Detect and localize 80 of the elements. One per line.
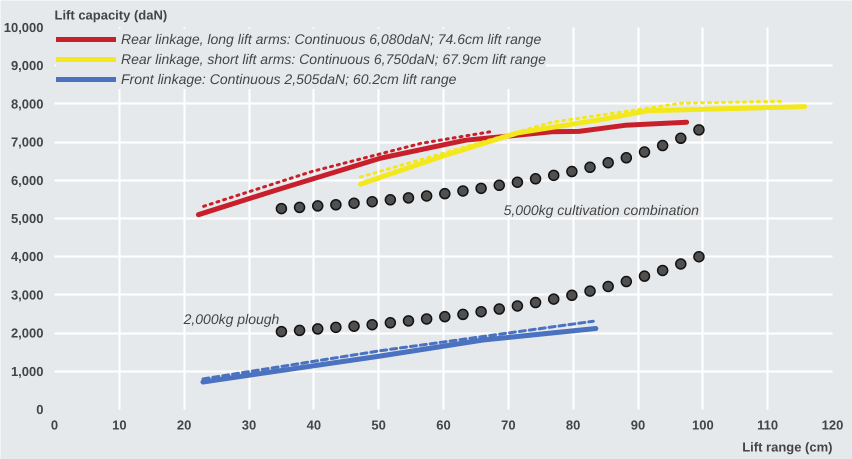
y-tick-label: 10,000 — [4, 20, 44, 35]
point — [402, 192, 414, 204]
point — [675, 132, 687, 144]
point — [475, 306, 487, 318]
y-tick-label: 2,000 — [10, 326, 44, 341]
x-tick-label: 90 — [630, 418, 646, 432]
point — [494, 180, 506, 192]
point — [439, 310, 451, 322]
y-tick-label: 9,000 — [10, 58, 44, 74]
point — [384, 317, 396, 329]
point — [276, 202, 288, 214]
point — [420, 190, 432, 202]
point — [294, 324, 306, 336]
point — [620, 276, 632, 288]
point — [475, 182, 487, 194]
y-tick-label: 8,000 — [10, 96, 44, 112]
x-tick-label: 70 — [501, 418, 516, 432]
y-tick-label: 7,000 — [10, 134, 44, 150]
legend-label: Rear linkage, short lift arms: Continuous 6,750daN; 67.9cm lift range — [121, 51, 546, 67]
y-tick-label: 4,000 — [10, 249, 44, 264]
legend-label: Front linkage: Continuous 2,505daN; 60.2cm lift range — [121, 71, 456, 87]
y-tick-label: 3,000 — [10, 287, 44, 302]
series-label: 2,000kg plough — [182, 310, 280, 327]
point — [693, 250, 705, 262]
point — [494, 303, 506, 315]
x-tick-label: 40 — [306, 418, 322, 432]
x-tick-label: 20 — [176, 418, 192, 432]
point — [366, 318, 378, 330]
point — [384, 194, 396, 206]
x-tick-label: 30 — [242, 418, 256, 432]
x-axis-title: Lift range (cm) — [742, 440, 833, 454]
point — [348, 197, 360, 209]
x-tick-label: 120 — [822, 418, 844, 432]
point — [512, 176, 524, 188]
point — [330, 199, 342, 210]
point — [330, 322, 342, 334]
point — [294, 202, 306, 214]
point — [530, 173, 542, 185]
x-tick-label: 60 — [436, 418, 451, 432]
y-tick-label: 5,000 — [10, 211, 44, 226]
point — [584, 285, 596, 297]
point — [348, 320, 360, 332]
point — [620, 152, 632, 164]
point — [439, 188, 451, 200]
point — [584, 162, 596, 174]
point — [312, 200, 324, 212]
legend-label: Rear linkage, long lift arms: Continuous 6,080daN; 74.6cm lift range — [121, 31, 542, 47]
point — [548, 293, 560, 305]
y-tick-label: 0 — [36, 402, 44, 417]
x-tick-label: 80 — [566, 418, 580, 432]
point — [457, 308, 469, 320]
y-tick-label: 6,000 — [10, 172, 44, 188]
point — [693, 124, 705, 136]
point — [602, 280, 614, 292]
x-tick-label: 100 — [692, 418, 714, 432]
point — [675, 258, 687, 270]
series-label: 5,000kg cultivation combination — [504, 202, 700, 218]
point — [402, 315, 414, 327]
point — [420, 313, 432, 325]
point — [276, 326, 288, 338]
x-tick-label: 10 — [112, 418, 127, 432]
point — [602, 156, 614, 168]
y-axis-title: Lift capacity (daN) — [54, 8, 168, 22]
point — [566, 290, 578, 302]
point — [656, 140, 668, 152]
point — [366, 196, 378, 208]
point — [312, 323, 324, 335]
line-series — [202, 130, 492, 208]
y-tick-label: 1,000 — [10, 364, 44, 379]
point — [530, 296, 542, 308]
point — [512, 300, 524, 312]
point — [548, 170, 560, 182]
x-tick-label: 0 — [50, 418, 58, 432]
point — [656, 264, 668, 276]
point — [566, 166, 578, 178]
x-tick-label: 110 — [757, 418, 778, 432]
point — [638, 146, 650, 158]
point — [638, 270, 650, 282]
point — [457, 185, 469, 197]
x-tick-label: 50 — [371, 418, 386, 432]
